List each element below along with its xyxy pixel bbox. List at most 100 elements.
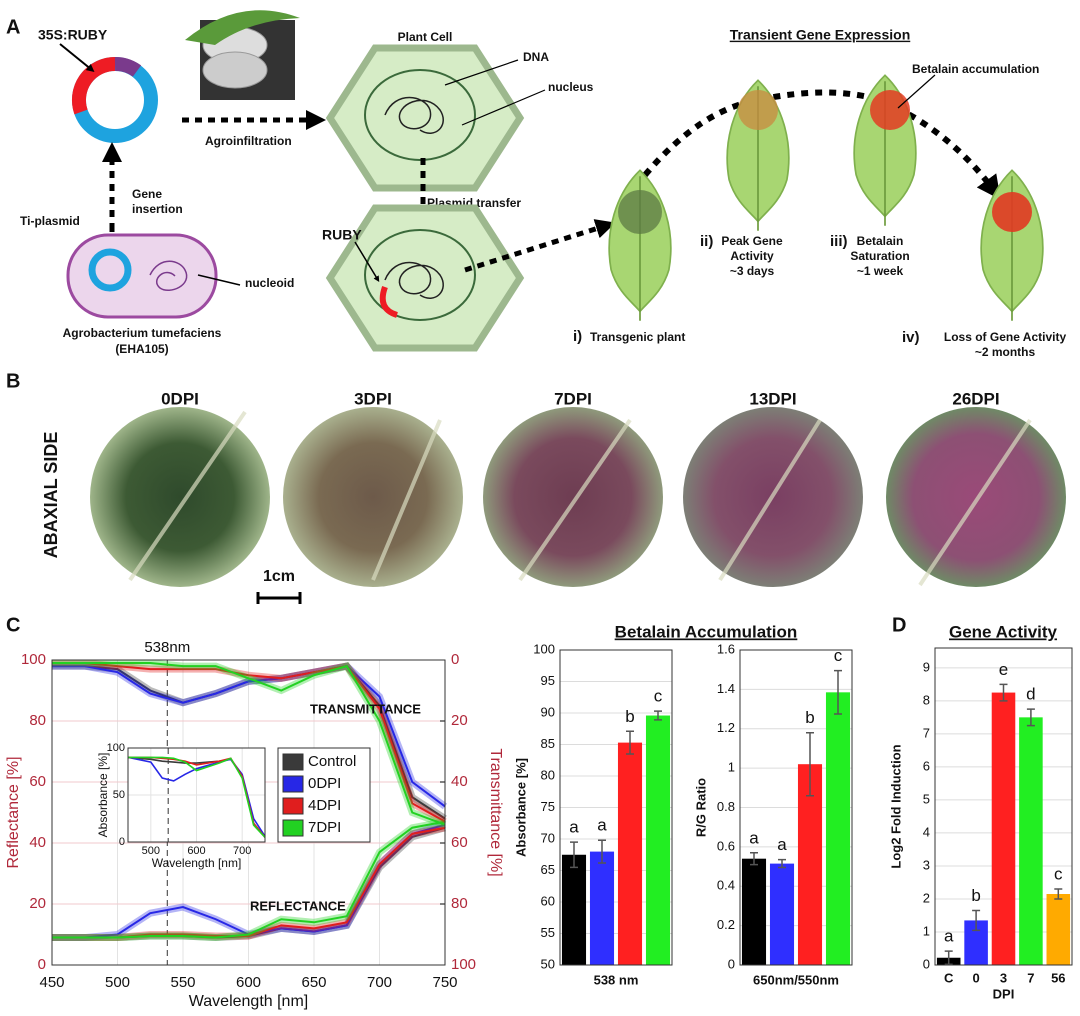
- bar: [741, 858, 767, 965]
- nucleoid-shape: [149, 260, 188, 291]
- plot-frame: [934, 647, 1073, 966]
- significance-letter: c: [1054, 865, 1063, 884]
- significance-letter: d: [1026, 685, 1035, 704]
- plot-frame: [739, 649, 853, 966]
- panel-label: C: [6, 614, 20, 636]
- y-tick-label: 0.2: [717, 917, 735, 932]
- y-axis-label: Reflectance [%]: [5, 756, 22, 868]
- pointer: [897, 74, 936, 109]
- y-tick-label: 50: [113, 789, 125, 801]
- y-tick-label: 0: [38, 956, 46, 973]
- infiltrator: [185, 10, 300, 100]
- nucleus: [364, 229, 476, 321]
- stage-label: Peak Gene: [721, 234, 783, 248]
- bar: [991, 692, 1016, 965]
- stage-label: ~3 days: [730, 264, 775, 278]
- panel-label: D: [892, 614, 906, 636]
- significance-letter: a: [944, 927, 954, 946]
- error-bar: [1026, 708, 1035, 727]
- x-tick-label: 700: [233, 845, 251, 857]
- ruby-insert: [72, 56, 116, 115]
- y2-axis-label: Transmittance [%]: [487, 748, 504, 876]
- y-tick-label: 6: [923, 758, 930, 773]
- significance-letter: c: [654, 687, 663, 706]
- x-tick-label: 500: [142, 845, 160, 857]
- chart-title: Gene Activity: [949, 622, 1058, 641]
- y2-tick-label: 20: [451, 712, 468, 729]
- nucleus: [364, 69, 476, 161]
- y-tick-label: 65: [541, 862, 555, 877]
- stage-label: ~2 months: [975, 345, 1036, 359]
- pointer: [444, 59, 519, 86]
- pointer: [59, 43, 95, 73]
- error-bar: [626, 730, 634, 755]
- legend-swatch: [282, 775, 304, 793]
- x-axis-label: 538 nm: [594, 972, 639, 987]
- error-bar: [806, 731, 814, 797]
- significance-letter: b: [805, 708, 814, 727]
- significance-letter: b: [971, 886, 980, 905]
- significance-letter: a: [597, 816, 607, 835]
- leaf-photo: [90, 407, 270, 587]
- dna: [384, 96, 444, 134]
- y-tick-label: 90: [541, 704, 555, 719]
- diagram: 35S:RUBY Agroinfiltration Gene insertion…: [20, 10, 1066, 359]
- error-bar: [999, 683, 1008, 702]
- series-line: [52, 662, 446, 826]
- x-axis-label: DPI: [993, 986, 1015, 1001]
- label: insertion: [132, 202, 183, 216]
- side-label: ABAXIAL SIDE: [41, 432, 61, 559]
- plant-cell: [325, 44, 525, 192]
- x-tick-label: 550: [170, 974, 195, 991]
- label: Betalain accumulation: [912, 62, 1039, 76]
- error-bar: [570, 841, 578, 869]
- label: nucleus: [548, 80, 594, 94]
- y-tick-label: 55: [541, 925, 555, 940]
- label: Agroinfiltration: [205, 134, 292, 148]
- y-tick-label: 80: [541, 767, 555, 782]
- label: Plant Cell: [398, 30, 453, 44]
- y-tick-label: 100: [21, 651, 46, 668]
- pointer: [461, 89, 546, 126]
- panel-label: B: [6, 370, 20, 392]
- x-tick-label: 3: [1000, 970, 1007, 985]
- y-axis-label: R/G Ratio: [693, 778, 708, 837]
- stage-label: Betalain: [857, 234, 904, 248]
- y-tick-label: 60: [29, 773, 46, 790]
- legend-swatch: [282, 753, 304, 771]
- x-tick-label: 600: [236, 974, 261, 991]
- y-tick-label: 0: [728, 956, 735, 971]
- infiltration-spot: [992, 192, 1032, 232]
- y-tick-label: 9: [923, 659, 930, 674]
- legend-swatch: [282, 819, 304, 837]
- series-line: [52, 662, 446, 823]
- label: (EHA105): [115, 342, 168, 356]
- stage-number: iii): [830, 233, 848, 250]
- stage-label: Activity: [730, 249, 774, 263]
- y-axis-label: Log2 Fold Induction: [888, 744, 903, 868]
- significance-letter: a: [777, 835, 787, 854]
- y-tick-label: 100: [533, 641, 555, 656]
- significance-letter: c: [834, 646, 843, 665]
- photo-label: 26DPI: [952, 389, 999, 408]
- y-tick-label: 2: [923, 890, 930, 905]
- y-tick-label: 0: [923, 956, 930, 971]
- photo-label: 13DPI: [749, 389, 796, 408]
- legend-label: Control: [308, 753, 356, 770]
- x-tick-label: 0: [972, 970, 979, 985]
- photo-label: 7DPI: [554, 389, 592, 408]
- error-bar: [750, 852, 758, 866]
- y-tick-label: 100: [107, 742, 125, 754]
- y-axis-label: Absorbance [%]: [513, 758, 528, 857]
- error-bar: [972, 909, 981, 932]
- significance-letter: b: [625, 707, 634, 726]
- bar: [797, 764, 823, 965]
- stage-label: Transgenic plant: [590, 330, 685, 344]
- pointer: [354, 241, 380, 283]
- x-axis-label: Wavelength [nm]: [152, 856, 242, 870]
- error-bar: [834, 669, 842, 715]
- x-tick-label: 600: [187, 845, 205, 857]
- bar: [825, 692, 851, 965]
- y-tick-label: 85: [541, 736, 555, 751]
